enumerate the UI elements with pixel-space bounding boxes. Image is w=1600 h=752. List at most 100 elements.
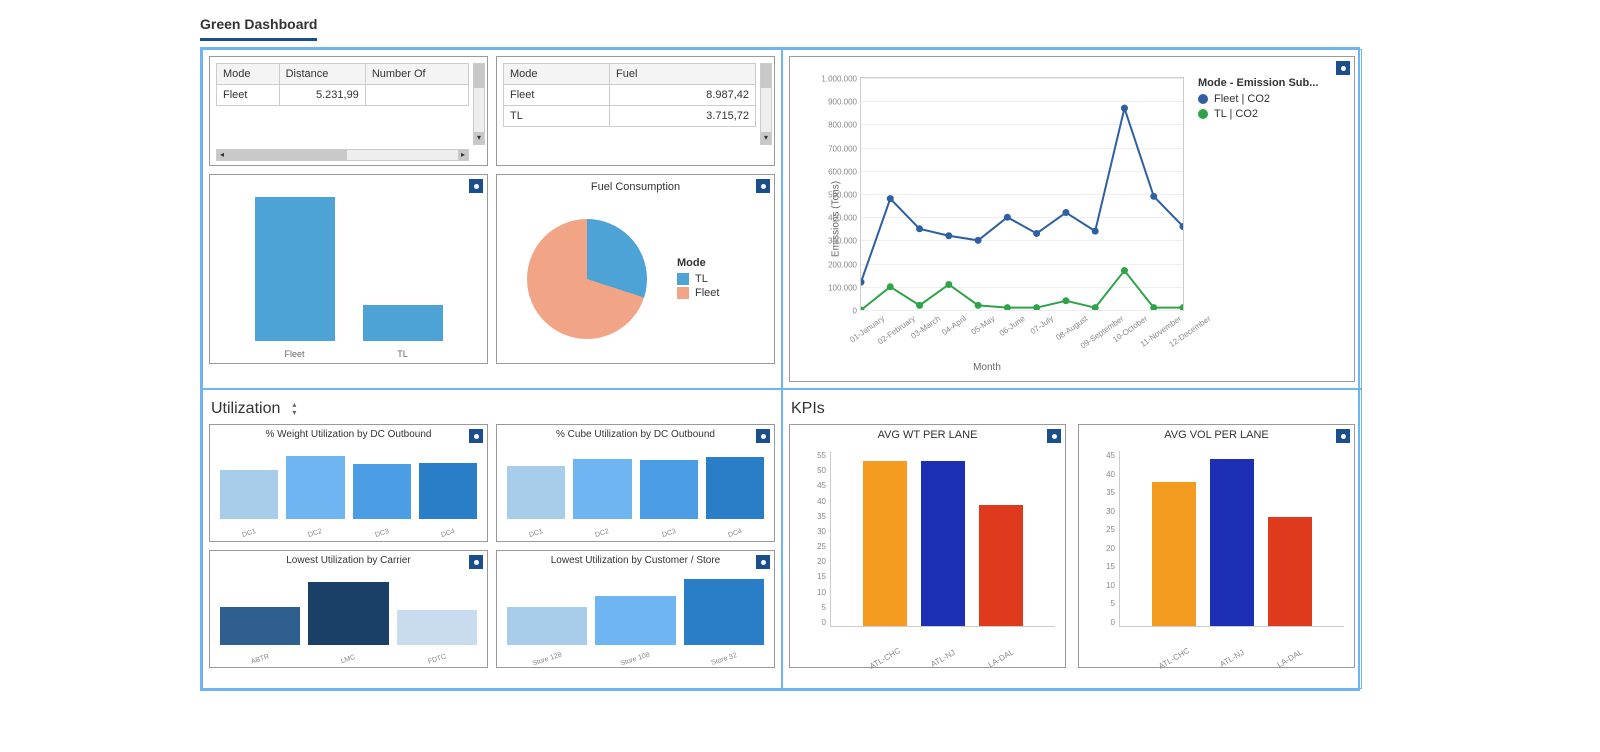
bar	[1152, 482, 1196, 626]
bar-label: ATL-CHC	[863, 644, 906, 674]
top-left-quadrant: ModeDistanceNumber OfFleet5.231,99 ▾ ◂▸ …	[202, 49, 782, 389]
bar-label: DC1	[220, 521, 278, 546]
mini-title: Lowest Utilization by Carrier	[210, 555, 487, 566]
pin-icon[interactable]	[469, 555, 483, 569]
table-header: Mode	[504, 64, 610, 85]
bar-label: DC2	[287, 521, 345, 546]
bar	[507, 607, 587, 646]
bar	[640, 460, 698, 519]
bar	[286, 456, 344, 519]
fuel-pie-legend: Mode TL Fleet	[677, 257, 719, 301]
dashboard-frame: ModeDistanceNumber OfFleet5.231,99 ▾ ◂▸ …	[200, 47, 1360, 691]
mode-fuel-table: ModeFuelFleet8.987,42TL3.715,72	[503, 63, 756, 127]
tab-title[interactable]: Green Dashboard	[200, 10, 317, 41]
legend-item: Fleet	[677, 287, 719, 299]
bar-label: TL	[363, 349, 443, 359]
fleet-tl-bars	[220, 197, 477, 341]
bar	[397, 610, 477, 645]
fleet-tl-labels: Fleet TL	[220, 349, 477, 359]
table-header: Mode	[217, 64, 280, 85]
bar-label: ABTR	[221, 644, 300, 675]
table-header: Distance	[279, 64, 365, 85]
legend-title: Mode - Emission Sub...	[1198, 77, 1348, 89]
pin-icon[interactable]	[1047, 429, 1061, 443]
bar-label: Store 108	[596, 644, 675, 675]
pin-icon[interactable]	[1336, 61, 1350, 75]
table-header: Number Of	[365, 64, 468, 85]
bar	[863, 461, 907, 626]
bar-label: Store 32	[685, 644, 764, 675]
table-cell: Fleet	[217, 85, 280, 106]
bar-label: DC4	[419, 521, 477, 546]
bar-label: ATL-NJ	[921, 644, 964, 674]
bar-label: Store 128	[508, 644, 587, 675]
bar	[684, 579, 764, 646]
pin-icon[interactable]	[1336, 429, 1350, 443]
bar-label: ATL-NJ	[1210, 644, 1253, 674]
vscroll[interactable]: ▾	[760, 63, 772, 145]
bar-label: FDTC	[398, 644, 477, 675]
utilization-header: Utilization	[211, 400, 280, 418]
bar	[363, 305, 443, 341]
legend-item: TL | CO2	[1198, 108, 1348, 120]
table-cell	[365, 85, 468, 106]
kpi-title: AVG WT PER LANE	[790, 429, 1065, 441]
kpi-title: AVG VOL PER LANE	[1079, 429, 1354, 441]
bar	[419, 463, 477, 519]
emissions-line-panel: Emissions (Tons) 0100.000200.000300.0004…	[789, 56, 1355, 382]
table-cell: 5.231,99	[279, 85, 365, 106]
bar	[308, 582, 388, 645]
legend-item: TL	[677, 273, 719, 285]
bar	[507, 466, 565, 519]
bar	[1210, 459, 1254, 626]
pin-icon[interactable]	[469, 179, 483, 193]
bar	[353, 464, 411, 519]
fleet-tl-bar-panel: Fleet TL	[209, 174, 488, 364]
util-cube-panel: % Cube Utilization by DC OutboundDC1DC2D…	[496, 424, 775, 542]
kpi-wt-panel: AVG WT PER LANE5550454035302520151050ATL…	[789, 424, 1066, 668]
bar	[921, 461, 965, 626]
table-header: Fuel	[609, 64, 755, 85]
kpi-header: KPIs	[791, 400, 825, 418]
bar-label: ATL-CHC	[1152, 644, 1195, 674]
table-mode-fuel: ModeFuelFleet8.987,42TL3.715,72 ▾	[496, 56, 775, 166]
table-cell: Fleet	[504, 85, 610, 106]
bar	[220, 470, 278, 519]
bar	[573, 459, 631, 519]
pin-icon[interactable]	[756, 555, 770, 569]
bar-label: DC3	[353, 521, 411, 546]
mini-title: Lowest Utilization by Customer / Store	[497, 555, 774, 566]
mini-title: % Cube Utilization by DC Outbound	[497, 429, 774, 440]
legend-item: Fleet | CO2	[1198, 93, 1348, 105]
utilization-stepper[interactable]: ▴▾	[292, 401, 296, 417]
pin-icon[interactable]	[756, 429, 770, 443]
table-cell: 8.987,42	[609, 85, 755, 106]
bar-label: DC2	[574, 521, 632, 546]
utilization-quadrant: Utilization ▴▾ % Weight Utilization by D…	[202, 389, 782, 689]
bar-label: LA-DAL	[979, 644, 1022, 674]
bar-label: Fleet	[255, 349, 335, 359]
fuel-pie	[527, 219, 647, 339]
vscroll[interactable]: ▾	[473, 63, 485, 145]
emissions-plot: 0100.000200.000300.000400.000500.000600.…	[860, 77, 1184, 311]
bar-label: DC4	[706, 521, 764, 546]
bar	[979, 505, 1023, 626]
top-right-quadrant: Emissions (Tons) 0100.000200.000300.0004…	[782, 49, 1362, 389]
hscroll[interactable]: ◂▸	[216, 149, 469, 161]
legend-title: Mode	[677, 257, 719, 269]
mini-title: % Weight Utilization by DC Outbound	[210, 429, 487, 440]
kpi-quadrant: KPIs AVG WT PER LANE55504540353025201510…	[782, 389, 1362, 689]
kpi-vol-panel: AVG VOL PER LANE454035302520151050ATL-CH…	[1078, 424, 1355, 668]
util-customer-panel: Lowest Utilization by Customer / StoreSt…	[496, 550, 775, 668]
mode-distance-table: ModeDistanceNumber Of Fleet5.231,99	[216, 63, 469, 106]
bar	[220, 607, 300, 646]
fuel-pie-panel: Fuel Consumption ModeTLFleet	[496, 174, 775, 364]
table-cell: TL	[504, 106, 610, 127]
bar	[255, 197, 335, 341]
pin-icon[interactable]	[756, 179, 770, 193]
pin-icon[interactable]	[469, 429, 483, 443]
util-carrier-panel: Lowest Utilization by CarrierABTRLMCFDTC	[209, 550, 488, 668]
bar	[706, 457, 764, 519]
bar-label: LA-DAL	[1268, 644, 1311, 674]
bar	[595, 596, 675, 645]
